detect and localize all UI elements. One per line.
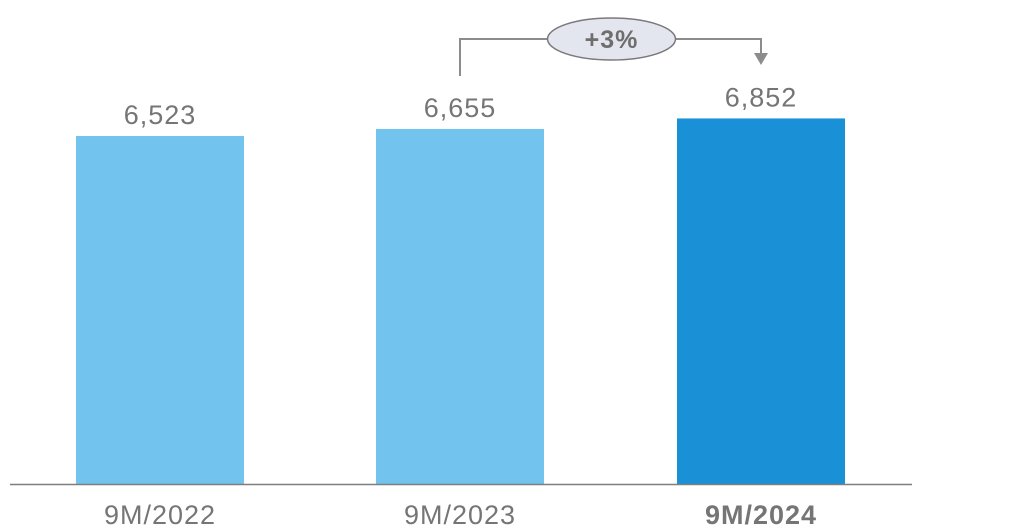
value-label: 6,523 (124, 100, 197, 130)
growth-bubble (546, 17, 677, 61)
bar-9m-2023 (376, 128, 544, 485)
value-label: 6,655 (424, 93, 497, 123)
category-label: 9M/2022 (104, 500, 216, 529)
category-label: 9M/2024 (705, 500, 817, 529)
bar-9m-2022 (76, 136, 244, 484)
category-label: 9M/2023 (404, 500, 516, 529)
bar-9m-2024 (677, 118, 845, 485)
labels-layer: 6,523 9M/2022 6,655 9M/2023 6,852 9M/2024 (104, 82, 817, 529)
growth-label: +3% (585, 26, 639, 54)
value-label: 6,852 (725, 82, 798, 112)
growth-annotation: +3% (459, 17, 768, 76)
bars-layer (76, 118, 845, 485)
arrow-down-icon (754, 53, 768, 65)
